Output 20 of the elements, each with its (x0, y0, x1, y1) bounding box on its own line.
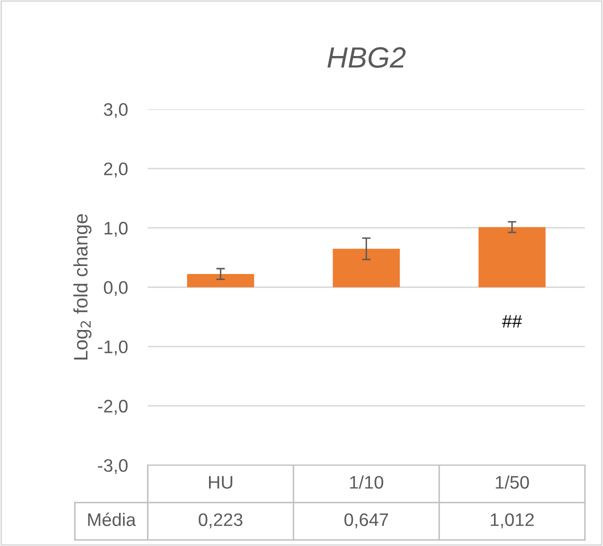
bar (187, 274, 254, 288)
x-tick-label: HU (209, 476, 232, 489)
y-tick-label: -1,0 (98, 340, 128, 356)
x-tick-label: 1/10 (350, 475, 384, 489)
y-tick-label: -3,0 (98, 459, 128, 474)
y-tick-label: 0,0 (104, 281, 128, 296)
data-label: 0,223 (198, 513, 242, 528)
y-tick-label: 1,0 (104, 222, 128, 237)
chart-title: HBG2 (328, 47, 406, 68)
annotation: ## (502, 315, 522, 328)
y-axis-title: Log$_{2}$ fold change (73, 214, 92, 360)
bar (478, 227, 546, 288)
data-label: 1,012 (490, 513, 534, 528)
x-tick-label: 1/50 (496, 475, 529, 489)
text: Média (88, 512, 136, 526)
y-tick-label: 3,0 (104, 103, 128, 118)
y-tick-label: -2,0 (98, 400, 128, 415)
y-tick-label: 2,0 (104, 162, 128, 178)
data-label: 0,647 (344, 513, 388, 528)
bar (332, 248, 400, 288)
